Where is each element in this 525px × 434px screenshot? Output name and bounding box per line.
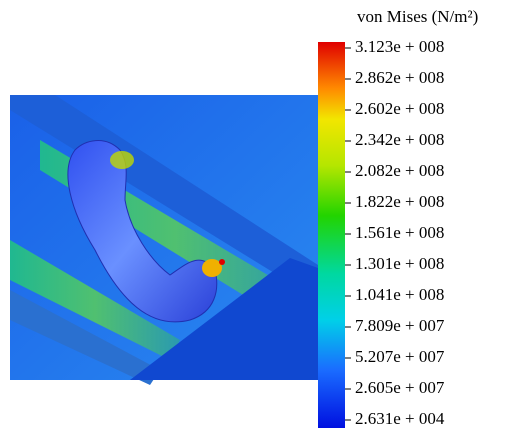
legend-label: 2.605e + 007 (355, 378, 445, 397)
legend-label: 1.822e + 008 (355, 192, 444, 211)
screenshot: 3.123e + 008 2.862e + 008 2.602e + 008 2.34… (0, 0, 525, 434)
legend-label: 7.809e + 007 (355, 316, 445, 335)
legend-label: 1.561e + 008 (355, 223, 444, 242)
legend-label: 1.301e + 008 (355, 254, 444, 273)
legend-label: 3.123e + 008 (355, 37, 444, 56)
legend-label: 2.082e + 008 (355, 161, 444, 180)
model (10, 95, 318, 385)
hotspot (202, 259, 222, 277)
legend-label: 2.862e + 008 (355, 68, 444, 87)
legend-label: 5.207e + 007 (355, 347, 445, 366)
legend-label: 2.602e + 008 (355, 99, 444, 118)
hotspot-peak (219, 259, 225, 265)
legend-label: 2.342e + 008 (355, 130, 444, 149)
legend-title: von Mises (N/m²) (357, 7, 478, 26)
contour-figure: 3.123e + 008 2.862e + 008 2.602e + 008 2.34… (0, 0, 525, 434)
color-bar (318, 42, 345, 428)
legend-label: 1.041e + 008 (355, 285, 444, 304)
legend-label: 2.631e + 004 (355, 409, 445, 428)
hotspot (110, 151, 134, 169)
